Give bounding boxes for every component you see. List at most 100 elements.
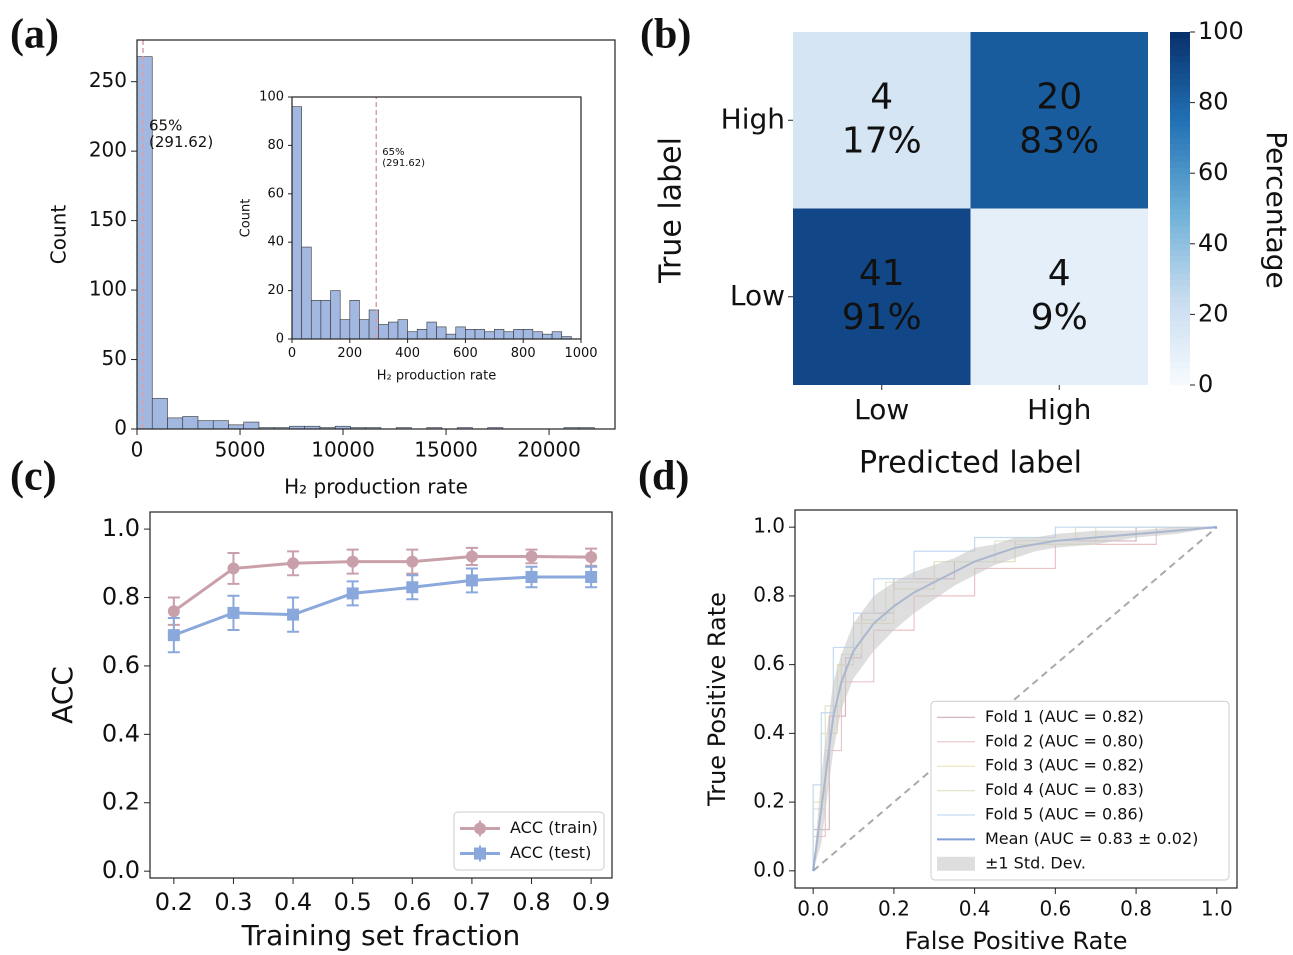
x-tick-label: 0.6 [1039, 897, 1071, 921]
x-tick-label: 800 [511, 346, 536, 361]
x-tick-label: 0.2 [155, 888, 193, 916]
bar [465, 329, 476, 340]
colorbar-segment [1170, 143, 1190, 151]
colorbar-segment [1170, 137, 1190, 145]
colorbar-segment [1170, 155, 1190, 162]
cell-label: 83% [1019, 120, 1099, 161]
cell-count: 4 [1048, 253, 1071, 294]
colorbar-segment [1170, 226, 1190, 233]
colorbar-segment [1170, 220, 1190, 227]
x-tick-label: 1.0 [1201, 897, 1233, 921]
y-tick-label: 0.6 [753, 651, 785, 675]
colorbar-segment [1170, 279, 1190, 286]
bar [474, 329, 485, 340]
plot-frame [794, 509, 1238, 889]
colorbar-segment [1170, 249, 1190, 257]
bar [136, 56, 153, 430]
colorbar-segment [1170, 373, 1190, 380]
colorbar-segment [1170, 37, 1190, 45]
legend-label: ACC (train) [510, 818, 598, 837]
y-tick-label: 250 [89, 68, 127, 92]
y-tick-label: 0.0 [102, 856, 140, 884]
x-axis-label: Predicted label [859, 446, 1082, 481]
x-axis-label: False Positive Rate [904, 927, 1127, 955]
bar [445, 333, 457, 340]
colorbar-segment [1170, 314, 1190, 321]
y-tick-label: 20 [267, 283, 284, 298]
data-point [346, 555, 359, 568]
data-point [167, 629, 180, 642]
annotation: 65% [149, 117, 182, 135]
data-point [227, 562, 240, 575]
x-tick-label: 0 [131, 438, 144, 462]
bar [359, 319, 370, 340]
colorbar-segment [1170, 320, 1190, 327]
plot-frame [291, 96, 582, 340]
y-tick-label: 0.8 [102, 583, 140, 611]
x-axis-label: H₂ production rate [377, 369, 496, 384]
annotation: (291.62) [382, 158, 425, 169]
colorbar-segment [1170, 167, 1190, 174]
legend-swatch [937, 856, 975, 871]
bar [310, 299, 322, 340]
x-axis-label: H₂ production rate [284, 475, 468, 499]
bar [388, 321, 399, 340]
colorbar-segment [1170, 232, 1190, 239]
colorbar-segment [1170, 43, 1190, 51]
legend-label: ±1 Std. Dev. [985, 853, 1086, 872]
panel-label: (a) [10, 12, 59, 58]
bar [378, 324, 389, 340]
x-tick-label: 15000 [414, 438, 478, 462]
colorbar-segment [1170, 355, 1190, 362]
data-point [167, 605, 180, 618]
y-tick-label: 0.2 [102, 788, 140, 816]
colorbar-segment [1170, 326, 1190, 333]
legend-label: Fold 1 (AUC = 0.82) [985, 707, 1144, 726]
colorbar-segment [1170, 184, 1190, 192]
colorbar-segment [1170, 243, 1190, 251]
series-line [172, 554, 592, 613]
colorbar-tick-label: 80 [1198, 88, 1229, 116]
annotation: 65% [382, 147, 404, 158]
x-tick-label: 0.0 [797, 897, 829, 921]
colorbar-segment [1170, 284, 1190, 292]
x-tick-label: 0.8 [1120, 897, 1152, 921]
x-tick-label: 0 [288, 346, 296, 361]
colorbar-segment [1170, 237, 1190, 245]
y-tick-label: 0 [114, 416, 127, 440]
panel-label: (d) [638, 454, 689, 500]
colorbar-segment [1170, 302, 1190, 310]
bar [397, 319, 408, 340]
bar [243, 421, 260, 430]
cell [970, 32, 1148, 209]
bar [532, 331, 543, 340]
bar [551, 331, 563, 340]
y-tick-label: 80 [267, 138, 284, 153]
data-point [525, 570, 538, 583]
cell-label: 9% [1031, 297, 1088, 338]
colorbar-label: Percentage [1260, 131, 1293, 289]
colorbar-segment [1170, 79, 1190, 86]
y-tick-label: 0.6 [102, 651, 140, 679]
y-axis-label: True label [654, 137, 689, 284]
bar [484, 331, 495, 340]
y-tick-label: 0.2 [753, 789, 785, 813]
bar [455, 326, 466, 340]
bar [513, 329, 524, 340]
legend-label: Fold 4 (AUC = 0.83) [985, 780, 1144, 799]
y-tick-label: 100 [89, 277, 127, 301]
legend-marker [474, 822, 486, 835]
legend-box [930, 700, 1230, 881]
colorbar-segment [1170, 349, 1190, 357]
bar [493, 329, 505, 340]
panel-label: (c) [10, 454, 57, 500]
x-tick-label: 0.2 [878, 897, 910, 921]
y-axis-label: True Positive Rate [703, 592, 731, 807]
colorbar-tick-label: 100 [1198, 17, 1244, 45]
colorbar-segment [1170, 55, 1190, 62]
x-tick-label: 20000 [517, 438, 581, 462]
y-axis-label: Count [239, 199, 254, 238]
colorbar-segment [1170, 49, 1190, 57]
bar [368, 309, 379, 340]
legend-label: Mean (AUC = 0.83 ± 0.02) [985, 829, 1198, 848]
